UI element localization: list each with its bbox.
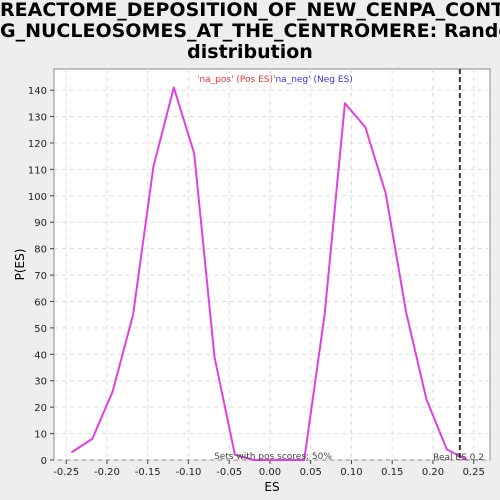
title-line-3: distribution	[187, 41, 313, 63]
data-point	[446, 448, 448, 451]
data-point	[71, 451, 73, 453]
y-tick-label: 90	[34, 218, 47, 229]
plot-area	[53, 68, 491, 461]
data-point	[364, 126, 367, 128]
chart-title: REACTOME_DEPOSITION_OF_NEW_CENPA_CONTAIN…	[0, 0, 500, 63]
x-tick-label: -0.10	[176, 467, 202, 478]
data-point	[111, 390, 114, 393]
title-line-1: REACTOME_DEPOSITION_OF_NEW_CENPA_CONTAIN…	[0, 0, 500, 21]
data-point	[91, 438, 94, 440]
y-tick-label: 60	[34, 297, 47, 308]
data-point	[405, 311, 407, 313]
x-tick-label: -0.05	[216, 467, 242, 478]
y-tick-label: 100	[28, 192, 47, 203]
y-tick-label: 30	[34, 377, 47, 388]
y-tick-label: 0	[41, 456, 47, 467]
y-tick-label: 40	[34, 350, 47, 361]
data-point	[303, 459, 305, 461]
y-axis-label: P(ES)	[13, 249, 27, 281]
x-tick-label: -0.25	[53, 467, 79, 478]
legend-neg: 'na_neg' (Neg ES)	[273, 75, 353, 85]
data-point	[132, 313, 134, 316]
data-point	[252, 459, 255, 461]
data-point	[213, 356, 216, 358]
y-tick-label: 140	[28, 86, 47, 97]
y-tick-label: 10	[34, 430, 47, 441]
x-tick-label: 0.10	[340, 467, 362, 478]
y-tick-label: 130	[28, 113, 47, 124]
y-tick-label: 20	[34, 403, 47, 414]
data-point	[172, 86, 175, 89]
legend-pos: 'na_pos' (Pos ES)	[197, 75, 273, 85]
x-tick-label: 0.25	[463, 467, 485, 478]
data-point	[323, 313, 326, 316]
data-point	[466, 459, 468, 461]
y-tick-label: 70	[34, 271, 47, 282]
y-tick-label: 50	[34, 324, 47, 335]
x-tick-label: 0.15	[381, 467, 403, 478]
real-es-label: Real ES 0.2	[433, 453, 484, 463]
x-tick-label: -0.15	[135, 467, 161, 478]
x-tick-label: 0.20	[422, 467, 444, 478]
x-axis-label: ES	[264, 480, 279, 494]
y-tick-label: 120	[28, 139, 47, 150]
data-point	[384, 192, 387, 194]
data-point	[152, 165, 155, 168]
data-point	[193, 152, 195, 155]
y-tick-label: 110	[28, 165, 47, 176]
data-point	[344, 102, 346, 105]
title-line-2: G_NUCLEOSOMES_AT_THE_CENTROMERE: Random …	[0, 20, 500, 42]
data-point	[425, 398, 428, 401]
x-tick-label: 0.00	[259, 467, 281, 478]
y-tick-label: 80	[34, 245, 47, 256]
x-tick-label: -0.20	[94, 467, 120, 478]
x-tick-label: 0.05	[300, 467, 322, 478]
pos-scores-annotation: Sets with pos scores: 50%	[214, 452, 332, 462]
data-point	[234, 453, 236, 456]
